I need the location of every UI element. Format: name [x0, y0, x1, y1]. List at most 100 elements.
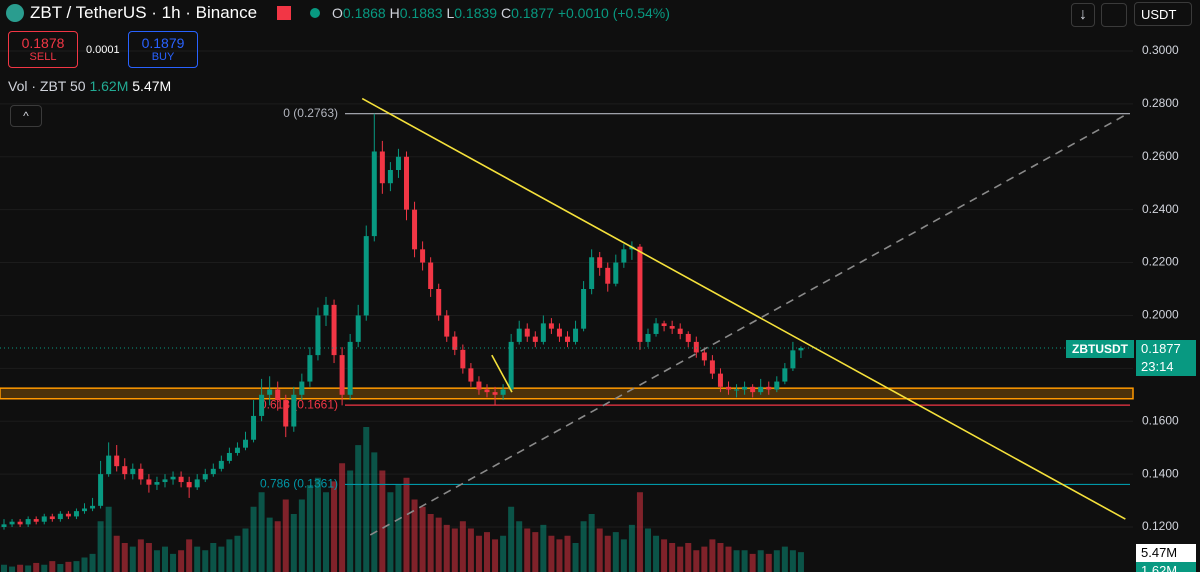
volume-bar [162, 546, 168, 572]
candle-body [782, 368, 788, 382]
spread: 0.0001 [86, 44, 120, 56]
volume-bar [484, 532, 490, 572]
candle-body [685, 333, 691, 342]
candle-body [701, 352, 707, 361]
volume-bar [339, 463, 346, 572]
volume-bar [105, 506, 112, 572]
volume-bar [137, 539, 144, 572]
volume-bar [677, 546, 684, 572]
volume-bar [419, 506, 426, 572]
candle-body [1, 524, 7, 527]
volume-bar [773, 550, 780, 572]
buy-price: 0.1879 [141, 35, 185, 51]
volume-bar [508, 506, 515, 572]
candle-body [339, 355, 345, 395]
buy-button[interactable]: 0.1879 BUY [128, 31, 198, 68]
candle-body [178, 476, 184, 483]
volume-bar [1, 564, 7, 572]
candle-body [210, 468, 216, 475]
volume-bar [17, 564, 24, 572]
candle-body [194, 479, 200, 488]
volume-bar [669, 543, 676, 572]
volume-bar [298, 499, 305, 572]
candle-body [251, 415, 257, 440]
volume-bar [363, 427, 370, 572]
candle-body [25, 519, 31, 525]
volume-ma: 1.62M [89, 78, 129, 94]
volume-bar [604, 535, 611, 572]
candle-body [524, 328, 530, 337]
candle-body [49, 516, 55, 520]
y-tick-label: 0.1600 [1142, 413, 1179, 427]
volume-bar [97, 521, 104, 572]
candle-body [363, 236, 369, 316]
volume-bar [757, 550, 764, 572]
candle-body [106, 455, 112, 475]
volume-bar [274, 521, 281, 572]
candle-body [82, 508, 87, 512]
candle-body [218, 460, 224, 469]
candle-body [65, 513, 71, 517]
volume-bar [556, 539, 563, 572]
candle-body [331, 304, 337, 356]
y-tick-label: 0.2200 [1142, 255, 1179, 269]
candle-body [766, 386, 772, 390]
volume-bar [749, 553, 756, 572]
volume-bar [781, 546, 788, 572]
candle-body [452, 336, 458, 350]
volume-bar [548, 535, 555, 572]
candle-body [162, 479, 168, 483]
y-tick-label: 0.2600 [1142, 149, 1179, 163]
collapse-button[interactable]: ^ [10, 105, 42, 127]
volume-bar [580, 521, 587, 572]
sell-button[interactable]: 0.1878 SELL [8, 31, 78, 68]
value: 0.1883 [399, 5, 443, 21]
label: C [500, 5, 512, 21]
volume-ma-tag: 1.62M [1136, 562, 1196, 572]
candle-body [500, 389, 506, 395]
volume-bar [9, 566, 16, 572]
volume-bar [49, 561, 56, 572]
volume-tag: 5.47M [1136, 544, 1196, 562]
candle-body [693, 341, 699, 353]
screenshot-button[interactable] [1101, 3, 1127, 27]
candle-body [726, 386, 731, 390]
volume-bar [685, 543, 692, 572]
candle-body [556, 328, 562, 337]
volume-bar [628, 524, 635, 572]
candle-body [669, 326, 675, 329]
volume-bar [218, 546, 225, 572]
volume-bar [73, 561, 80, 572]
volume-bar [693, 550, 700, 572]
trendline [491, 354, 513, 393]
volume-bar [741, 550, 748, 572]
value: 0.1868 [342, 5, 386, 21]
flag-icon[interactable] [277, 6, 291, 20]
y-tick-label: 0.1400 [1142, 466, 1179, 480]
candle-body [114, 455, 120, 467]
countdown: 23:14 [1141, 359, 1174, 374]
volume-bar [620, 539, 627, 572]
volume-legend: Vol · ZBT 50 1.62M 5.47M [8, 78, 171, 94]
currency-select[interactable]: USDT [1134, 2, 1192, 26]
volume-bar [25, 565, 32, 572]
candle-body [750, 386, 756, 393]
volume-bar [427, 514, 434, 572]
candle-body [323, 304, 329, 316]
volume-bar [57, 564, 64, 572]
volume-bar [395, 485, 402, 572]
change: +0.0010 (+0.54%) [557, 5, 670, 21]
download-button[interactable]: ↓ [1071, 3, 1095, 27]
volume-bar [347, 470, 354, 572]
y-tick-label: 0.2400 [1142, 202, 1179, 216]
ohlc-legend: O0.1868 H0.1883 L0.1839 C0.1877 +0.0010 … [332, 5, 670, 21]
volume-bar [355, 445, 362, 572]
volume-bar [717, 543, 724, 572]
chart-title: ZBT / TetherUS · 1h · Binance [30, 3, 258, 22]
volume-bar [145, 543, 152, 572]
candle-body [186, 482, 192, 488]
candle-body [709, 360, 715, 374]
sell-label: SELL [29, 51, 57, 63]
